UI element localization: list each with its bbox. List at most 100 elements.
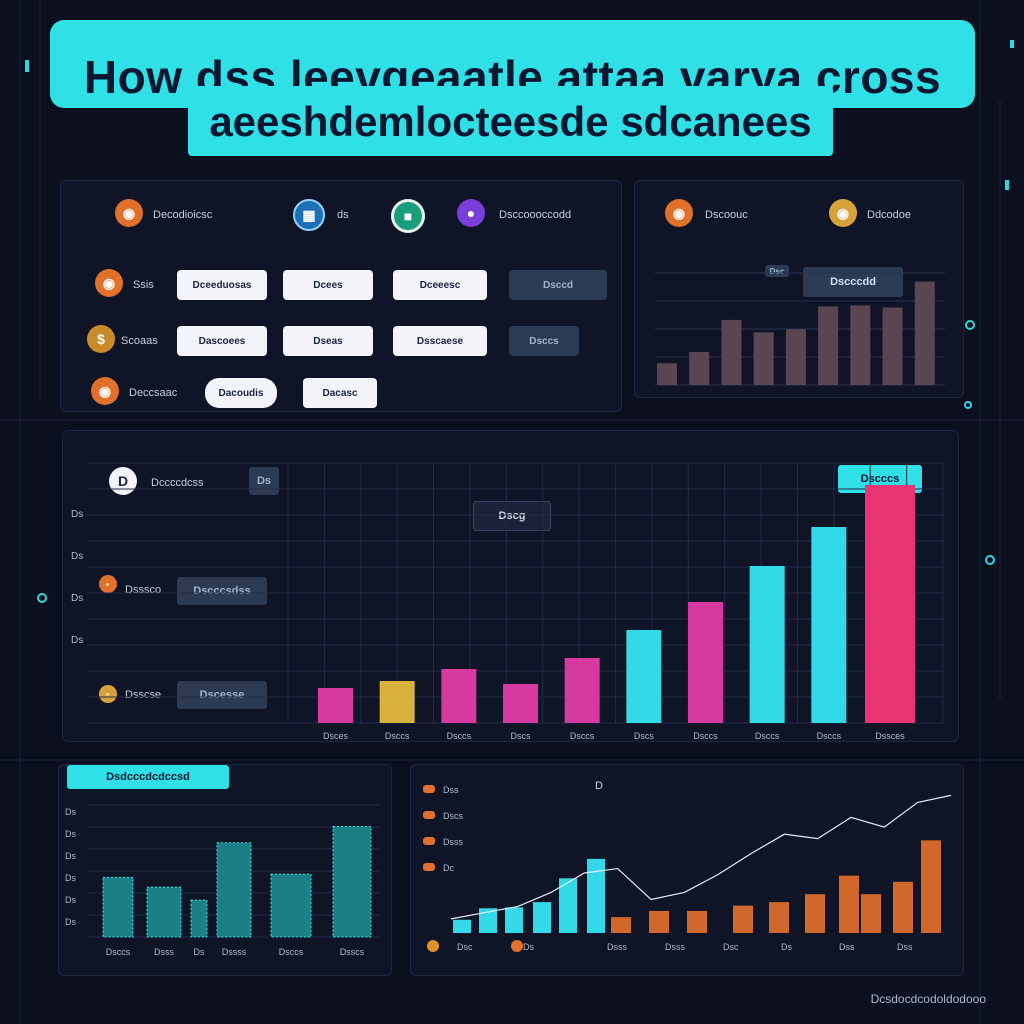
bar	[753, 332, 774, 385]
side-row2-label: Dsscse	[125, 689, 162, 701]
legend-swatch	[423, 837, 435, 845]
side-row1-icon: ·	[99, 575, 117, 593]
bar	[533, 902, 551, 933]
header-label-1: Decodioicsc	[153, 209, 213, 221]
bar	[921, 840, 941, 933]
header-icon-4: ●	[457, 199, 485, 227]
legend-label-2: Ddcodoe	[867, 209, 912, 221]
x-tick-label: Dsss	[665, 942, 685, 952]
row1-chip-2[interactable]: Dcees	[283, 270, 373, 300]
row3-chip-1[interactable]: Dacoudis	[205, 378, 277, 408]
bar	[649, 910, 669, 933]
bar	[332, 826, 372, 938]
x-tick-label: Dsccs	[693, 731, 718, 741]
peak-label: D	[595, 780, 603, 792]
header-label-2: ds	[337, 209, 349, 221]
middle-header-tag: Ds	[249, 467, 279, 495]
row3-icon: ◉	[91, 377, 119, 405]
bar	[839, 875, 859, 933]
y-tick-label: Ds	[71, 593, 83, 604]
bar	[564, 658, 600, 723]
bar	[626, 630, 662, 723]
bar	[611, 917, 631, 933]
legend-label-1: Dscoouc	[705, 209, 748, 221]
axis-dot	[511, 940, 523, 952]
row1-chip-3[interactable]: Dceeesc	[393, 270, 487, 300]
bar	[146, 886, 182, 938]
x-tick-label: Dsscs	[340, 947, 365, 957]
top-left-panel: ◉ Decodioicsc ▦ ds ■ ● Dsccoooccodd ◉ Ss…	[60, 180, 622, 412]
bar	[749, 566, 785, 723]
top-right-bar-chart	[655, 272, 945, 386]
chart-tag-1: Dsc	[765, 265, 789, 277]
row2-icon: $	[87, 325, 115, 353]
x-tick-label: Ds	[194, 947, 205, 957]
bar	[479, 908, 497, 933]
chart-tag-2: Dscccdd	[803, 267, 903, 297]
bar	[102, 876, 134, 938]
row3-chip-2[interactable]: Dacasc	[303, 378, 377, 408]
x-tick-label: Dss	[839, 942, 855, 952]
header-icon-1: ◉	[115, 199, 143, 227]
bar	[865, 485, 915, 723]
bar	[505, 907, 523, 933]
middle-header-icon: D	[109, 467, 137, 495]
legend-swatch	[423, 811, 435, 819]
row2-chip-1[interactable]: Dascoees	[177, 326, 267, 356]
x-tick-label: Dsccs	[755, 731, 780, 741]
row1-chip-4[interactable]: Dsccd	[509, 270, 607, 300]
x-tick-label: Dsccs	[385, 731, 410, 741]
bar	[453, 919, 471, 933]
x-tick-label: Dsccs	[570, 731, 595, 741]
row1-icon: ◉	[95, 269, 123, 297]
y-tick-label: Ds	[71, 551, 83, 562]
x-tick-label: Dssss	[222, 947, 247, 957]
bar	[861, 894, 881, 933]
bar	[441, 669, 477, 723]
y-tick-label: Ds	[65, 873, 76, 883]
x-tick-label: Ds	[523, 942, 534, 952]
bar	[914, 281, 935, 385]
x-tick-label: Dsc	[723, 942, 739, 952]
bar	[270, 873, 312, 938]
bar	[721, 319, 742, 385]
bar	[689, 351, 710, 385]
bar	[818, 306, 839, 385]
top-right-panel: ◉ Dscoouc ◉ Ddcodoe Dsc Dscccdd	[634, 180, 964, 398]
x-tick-label: Dsccs	[817, 731, 842, 741]
x-tick-label: Dsccs	[279, 947, 304, 957]
bar	[587, 858, 605, 933]
bar	[882, 307, 903, 385]
bottom-left-panel: Dsdcccdcdccsd Ds Ds Ds Ds Ds Ds Dsccs Dsss Ds Dss…	[58, 764, 392, 976]
page-subtitle: aeeshdemlocteesde sdcanees	[209, 98, 812, 145]
x-tick-label: Dssces	[875, 731, 905, 741]
bar	[769, 902, 789, 933]
bottom-right-combo-chart: Dss Dscs Dsss Dc D Dsc Ds Dsss Dsss Dsc Ds Dss Dss	[423, 780, 952, 952]
row2-label: Scoaas	[121, 335, 158, 347]
bar	[733, 905, 753, 933]
x-tick-label: Dsss	[154, 947, 174, 957]
x-tick-label: Dscs	[511, 731, 531, 741]
legend-swatch	[423, 863, 435, 871]
bar	[688, 602, 723, 723]
bar	[811, 527, 847, 723]
legend-label: Dsss	[443, 837, 463, 847]
row2-chip-3[interactable]: Dsscaese	[393, 326, 487, 356]
bottom-left-bar-chart: Ds Ds Ds Ds Ds Ds Dsccs Dsss Ds Dssss Dsccs Dsscs	[65, 804, 379, 957]
x-tick-label: Dsss	[607, 942, 627, 952]
row2-chip-2[interactable]: Dseas	[283, 326, 373, 356]
header-label-4: Dsccoooccodd	[499, 209, 572, 221]
legend-label: Dss	[443, 785, 459, 795]
side-row2-tag[interactable]: Dscesse	[177, 681, 267, 709]
bar	[687, 910, 707, 933]
y-tick-label: Ds	[65, 851, 76, 861]
row1-chip-1[interactable]: Dceeduosas	[177, 270, 267, 300]
x-tick-label: Dsc	[457, 942, 473, 952]
side-row1-tag[interactable]: Dscccsdss	[177, 577, 267, 605]
legend-swatch	[423, 785, 435, 793]
trend-line	[450, 794, 952, 920]
bar	[850, 305, 871, 385]
row2-chip-4[interactable]: Dsccs	[509, 326, 579, 356]
header-icon-2: ▦	[293, 199, 325, 231]
y-tick-label: Ds	[71, 509, 83, 520]
